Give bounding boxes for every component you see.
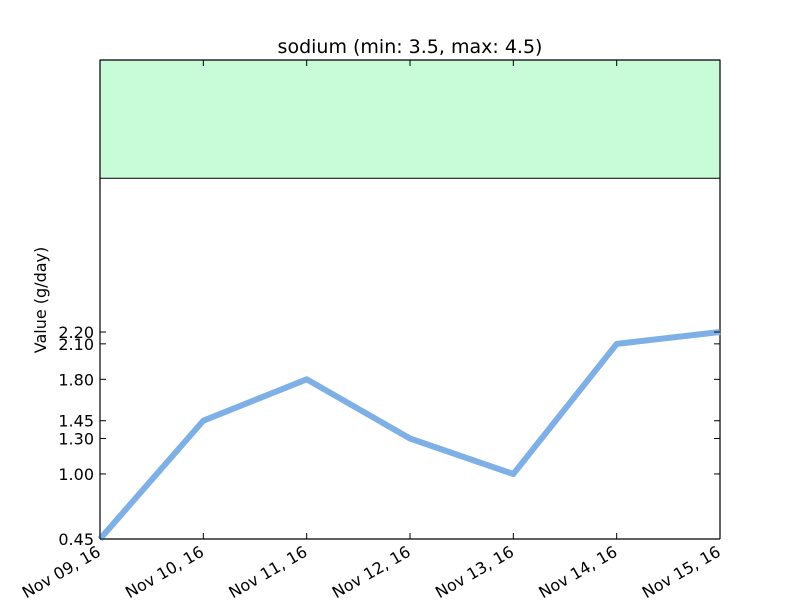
y-tick-label: 1.30 [58, 429, 94, 448]
chart-title: sodium (min: 3.5, max: 4.5) [278, 36, 543, 58]
y-axis: 0.45 1.00 1.301.45 1.80 2.102.20 [58, 323, 720, 549]
y-tick-label: 0.45 [58, 530, 94, 549]
y-tick-label: 1.80 [58, 370, 94, 389]
target-range-band [99, 59, 721, 179]
series-line [97, 329, 721, 541]
data-point [200, 418, 206, 424]
data-point [614, 341, 620, 347]
data-point [510, 471, 516, 477]
y-axis-label: Value (g/day) [31, 247, 50, 353]
data-point [407, 435, 413, 441]
y-tick-label: 1.45 [58, 412, 94, 431]
y-tick-label: 1.00 [58, 465, 94, 484]
y-tick-label: 2.20 [58, 323, 94, 342]
y-tick-label: 2.10 [58, 335, 94, 354]
data-point [304, 376, 310, 382]
